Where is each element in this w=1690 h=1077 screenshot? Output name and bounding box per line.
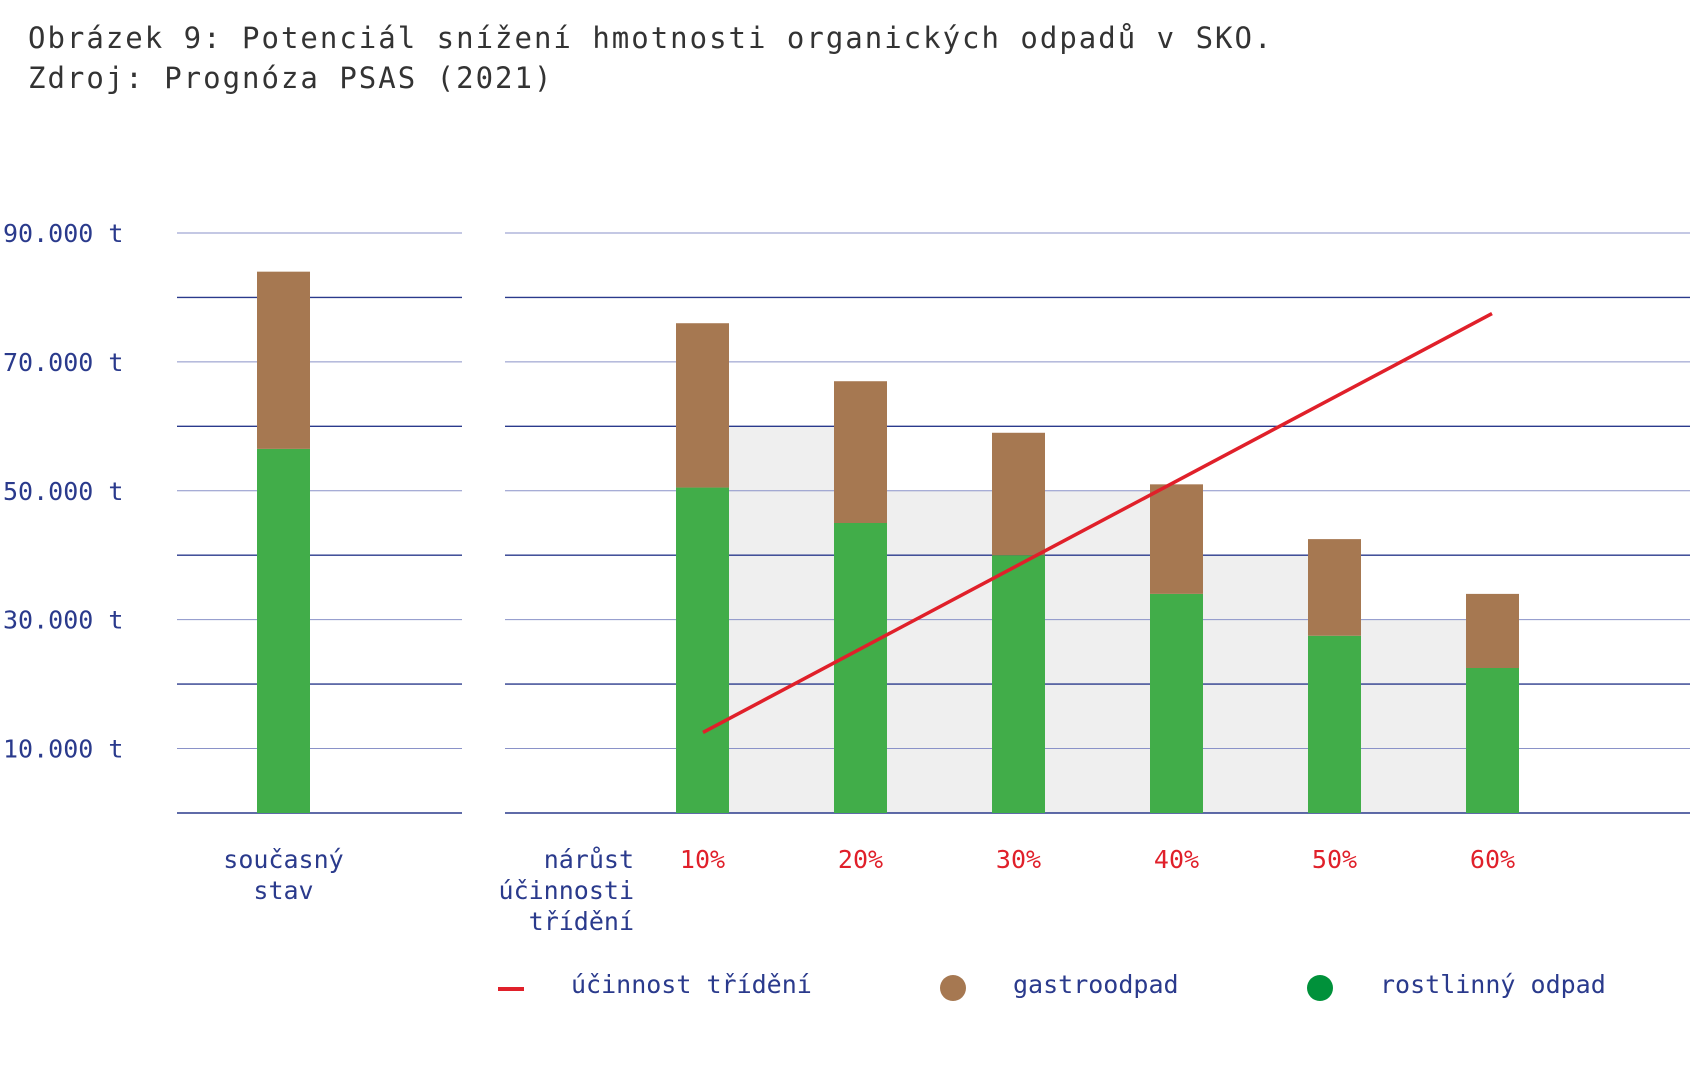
bars-layer <box>257 271 1519 813</box>
x-category-label: 60% <box>1470 845 1515 874</box>
legend-label-gastro: gastroodpad <box>1013 970 1179 999</box>
legend-dot-rostlinny <box>1307 975 1333 1001</box>
bar-current-gastro <box>257 271 310 449</box>
bar-gastro-50pct <box>1308 539 1361 636</box>
scenario-axis-label: účinnosti <box>499 876 634 905</box>
shaded-gap <box>887 490 992 813</box>
bar-rostlinny-50pct <box>1308 635 1361 813</box>
shaded-gap <box>1361 619 1466 813</box>
bar-rostlinny-60pct <box>1466 668 1519 813</box>
caption-title: Obrázek 9: Potenciál snížení hmotnosti o… <box>28 21 1274 55</box>
labels-layer: 10.000 t 30.000 t 50.000 t 70.000 t 90.000 t… <box>3 219 1515 936</box>
legend-label-rostlinny: rostlinný odpad <box>1380 970 1606 999</box>
efficiency-line <box>702 312 1493 734</box>
bar-gastro-10pct <box>676 323 729 488</box>
bar-rostlinny-40pct <box>1150 593 1203 813</box>
y-tick-label: 50.000 t <box>3 477 123 506</box>
legend-dot-gastro <box>940 975 966 1001</box>
current-state-label-line1: současný <box>223 845 343 874</box>
y-tick-label: 30.000 t <box>3 606 123 635</box>
caption-source: Zdroj: Prognóza PSAS (2021) <box>28 61 554 95</box>
x-category-label: 30% <box>996 845 1041 874</box>
bar-gastro-30pct <box>992 432 1045 556</box>
shaded-gap <box>1045 490 1150 813</box>
y-tick-label: 90.000 t <box>3 219 123 248</box>
efficiency-line-layer <box>702 312 1493 734</box>
x-category-label: 40% <box>1154 845 1199 874</box>
x-category-label: 10% <box>680 845 725 874</box>
bar-gastro-60pct <box>1466 593 1519 668</box>
y-tick-label: 70.000 t <box>3 348 123 377</box>
legend-label-ucinnost: účinnost třídění <box>571 970 812 999</box>
current-state-label-line2: stav <box>253 876 313 905</box>
scenario-axis-label: nárůst <box>544 845 634 874</box>
bar-rostlinny-30pct <box>992 555 1045 813</box>
legend: účinnost třídění gastroodpad rostlinný odp… <box>498 970 1606 1001</box>
bar-gastro-40pct <box>1150 484 1203 594</box>
bar-gastro-20pct <box>834 381 887 523</box>
y-tick-label: 10.000 t <box>3 735 123 764</box>
x-category-label: 20% <box>838 845 883 874</box>
figure-caption: Obrázek 9: Potenciál snížení hmotnosti o… <box>28 18 1273 98</box>
scenario-axis-label: třídění <box>529 907 634 936</box>
x-category-label: 50% <box>1312 845 1357 874</box>
bar-rostlinny-20pct <box>834 523 887 813</box>
bar-current-rostlinny <box>257 448 310 813</box>
bar-rostlinny-10pct <box>676 487 729 813</box>
